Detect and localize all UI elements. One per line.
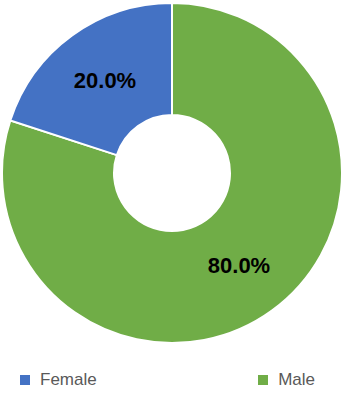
svg-text:80.0%: 80.0% (208, 253, 270, 278)
html-text:Female: Female (40, 370, 97, 389)
html-text:Male: Male (278, 370, 315, 389)
svg-text:20.0%: 20.0% (74, 68, 136, 93)
